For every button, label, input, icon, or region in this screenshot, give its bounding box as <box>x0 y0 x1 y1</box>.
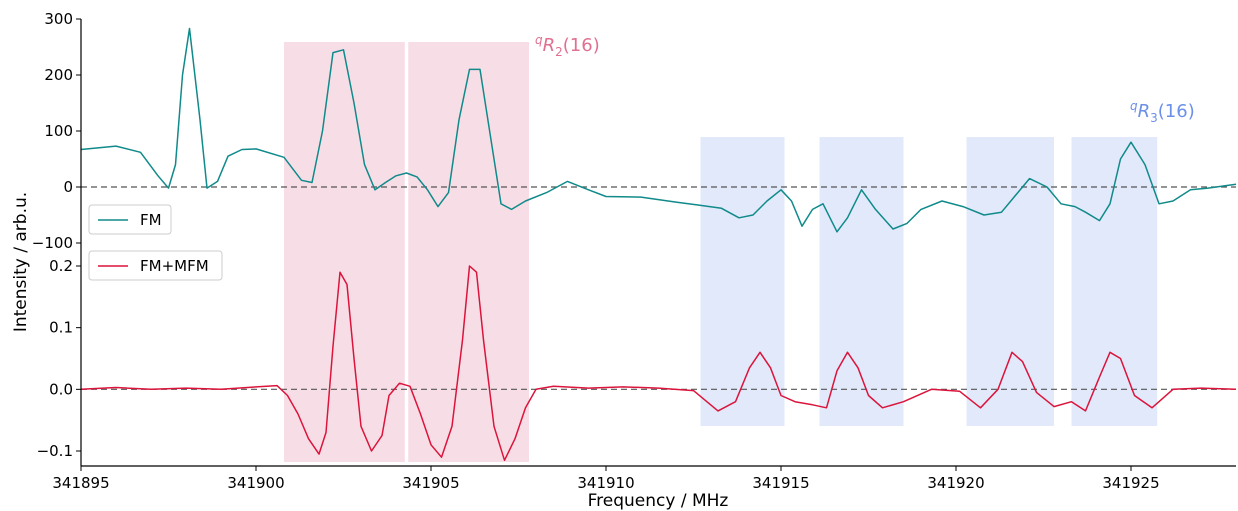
x-tick-label: 341915 <box>752 474 809 492</box>
highlight-region <box>966 137 1054 426</box>
annotations: qR2(16) qR3(16) <box>535 33 1195 125</box>
legend-fm: FM <box>88 204 172 235</box>
x-tick-label: 341895 <box>52 474 109 492</box>
x-axis-label: Frequency / MHz <box>588 491 729 511</box>
highlight-region <box>700 137 785 426</box>
annotation-label: qR2(16) <box>535 33 600 59</box>
y-tick-label: 300 <box>44 10 73 28</box>
tick-marks: 341895 341900 341905 341910 341915 341920 3419… <box>32 10 1160 492</box>
highlight-region <box>819 137 904 426</box>
x-tick-label: 341905 <box>402 474 459 492</box>
x-tick-label: 341910 <box>577 474 634 492</box>
y-axis-label: Intensity / arb.u. <box>11 192 31 332</box>
y-tick-label: 0 <box>63 178 73 196</box>
annotation-label: qR3(16) <box>1130 99 1195 125</box>
y-tick-label: 0.1 <box>49 319 73 337</box>
legend-fm-label: FM <box>140 211 162 229</box>
y-tick-label: 0.0 <box>49 380 73 398</box>
series-line-fm-mfm <box>80 265 1237 462</box>
y-tick-label: −0.1 <box>37 442 73 460</box>
series-line-fm <box>80 27 1237 233</box>
zero-lines <box>81 186 1236 390</box>
y-tick-label: −100 <box>32 234 73 252</box>
highlight-region <box>284 42 405 462</box>
legend-fm-mfm-box <box>88 250 223 281</box>
y-tick-label: 100 <box>44 122 73 140</box>
y-tick-label: 200 <box>44 66 73 84</box>
x-tick-label: 341920 <box>927 474 984 492</box>
x-tick-label: 341925 <box>1102 474 1159 492</box>
legend-fm-mfm-label: FM+MFM <box>140 257 209 275</box>
series-lines <box>80 27 1237 462</box>
x-tick-label: 341900 <box>227 474 284 492</box>
legend-fm-mfm: FM+MFM <box>88 250 223 281</box>
highlight-region <box>408 42 529 462</box>
y-tick-label: 0.2 <box>49 257 73 275</box>
highlight-region <box>1071 137 1158 426</box>
highlight-regions <box>284 42 1158 462</box>
axes <box>80 19 1236 467</box>
legend-fm-box <box>88 204 172 235</box>
